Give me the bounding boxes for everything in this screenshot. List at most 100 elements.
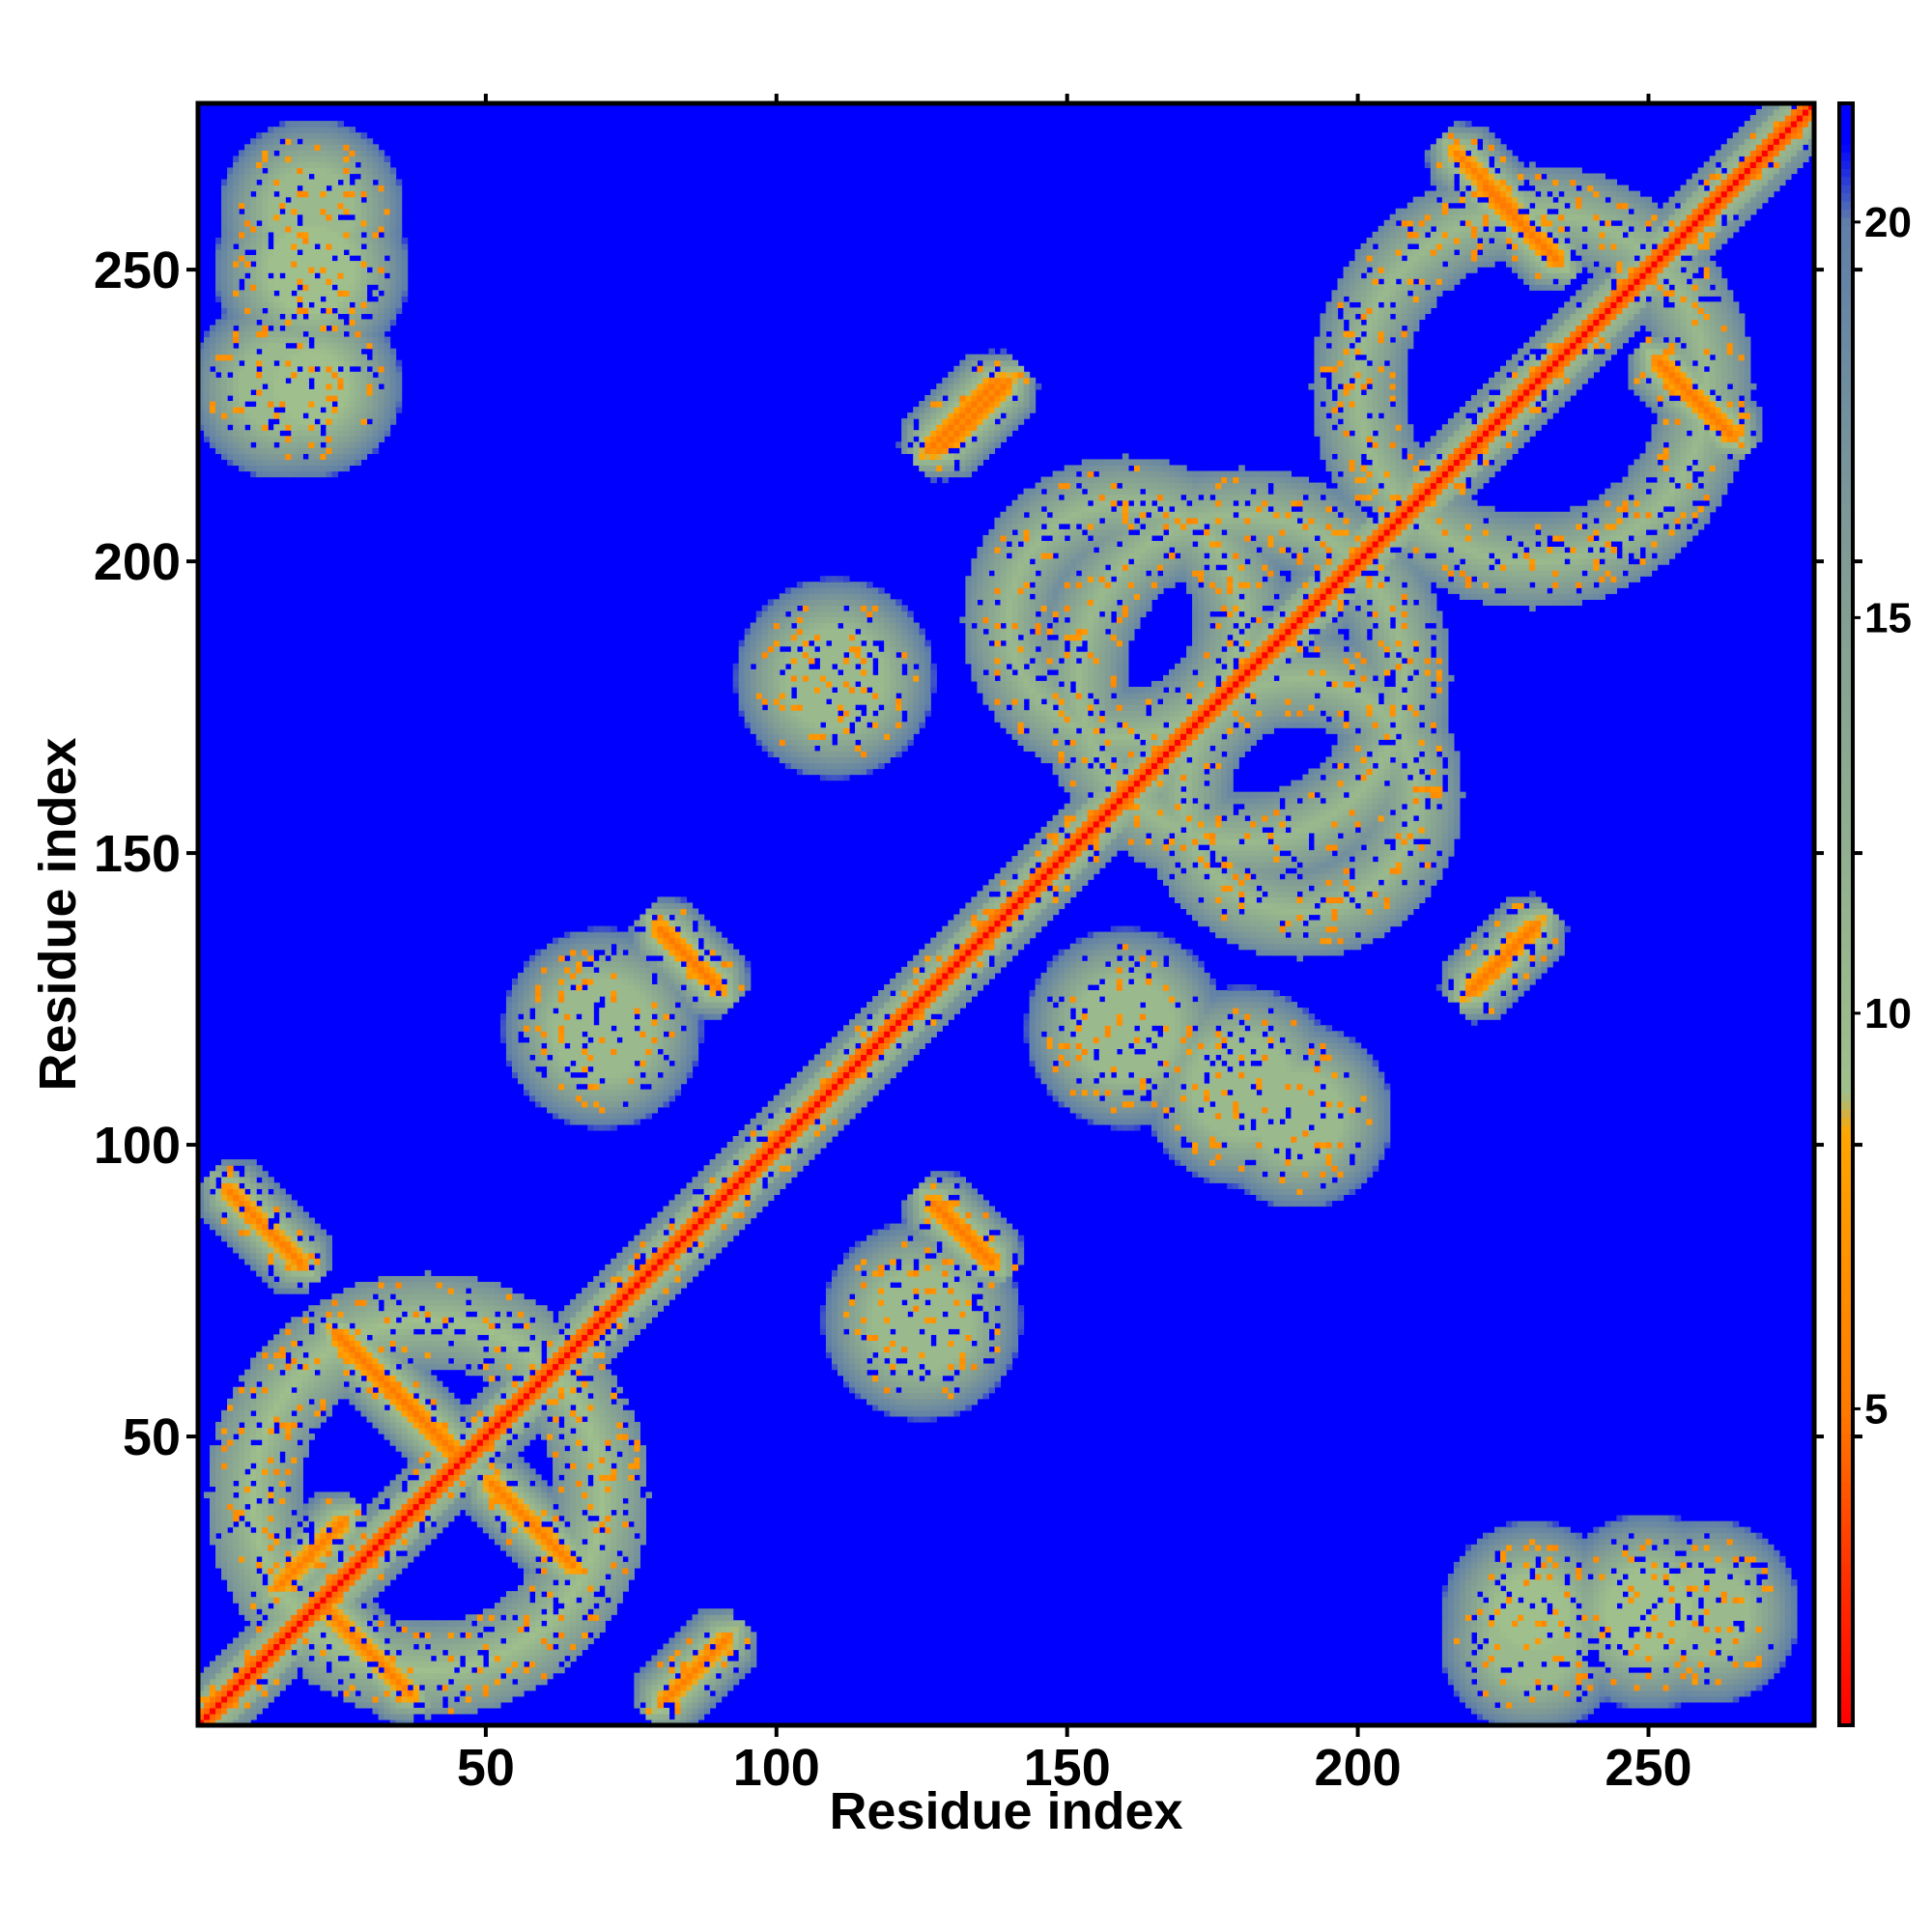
heatmap-cell [244, 1375, 251, 1382]
heatmap-cell [291, 1206, 298, 1213]
heatmap-cell [227, 1171, 234, 1178]
heatmap-cell [204, 436, 211, 442]
heatmap-cell [436, 1520, 443, 1528]
heatmap-cell [273, 313, 280, 321]
heatmap-cell [308, 150, 315, 156]
heatmap-cell [273, 465, 280, 472]
heatmap-cell [488, 1375, 496, 1382]
heatmap-cell [233, 161, 240, 169]
heatmap-cell [331, 1672, 339, 1680]
heatmap-cell [482, 1340, 490, 1348]
heatmap-cell [210, 359, 216, 367]
heatmap-cell [331, 1317, 339, 1323]
heatmap-cell [285, 1561, 292, 1569]
heatmap-cell [326, 1585, 333, 1592]
heatmap-cell [459, 1678, 467, 1686]
heatmap-cell [331, 272, 339, 279]
heatmap-cell [366, 1369, 374, 1377]
heatmap-cell [447, 1445, 455, 1452]
heatmap-cell [244, 1369, 251, 1377]
heatmap-cell [389, 261, 397, 268]
heatmap-cell [355, 242, 362, 250]
heatmap-cell [273, 296, 280, 302]
heatmap-cell [337, 453, 345, 461]
heatmap-cell [395, 237, 403, 244]
heatmap-cell [314, 208, 321, 215]
heatmap-cell [250, 1544, 257, 1551]
heatmap-cell [360, 1555, 368, 1563]
heatmap-cell [297, 336, 303, 344]
heatmap-cell [470, 1643, 478, 1651]
heatmap-cell [239, 407, 245, 413]
heatmap-cell [395, 219, 403, 227]
heatmap-cell [349, 1520, 356, 1528]
heatmap-cell [314, 354, 321, 361]
heatmap-cell [302, 1334, 309, 1341]
heatmap-cell [210, 1182, 216, 1189]
heatmap-cell [285, 388, 292, 396]
heatmap-cell [337, 1567, 345, 1575]
heatmap-cell [355, 1311, 362, 1318]
heatmap-cell [517, 1398, 525, 1406]
heatmap-cell [343, 261, 351, 268]
heatmap-cell [250, 383, 257, 390]
heatmap-cell [268, 255, 274, 262]
heatmap-cell [297, 1515, 303, 1522]
heatmap-cell [302, 348, 309, 355]
heatmap-cell [511, 1515, 519, 1522]
heatmap-cell [418, 1497, 426, 1505]
heatmap-cell [233, 1194, 240, 1202]
heatmap-cell [320, 284, 327, 291]
heatmap-cell [372, 1567, 380, 1575]
heatmap-cell [441, 1457, 449, 1463]
heatmap-cell [372, 1357, 380, 1365]
heatmap-cell [465, 1509, 472, 1517]
heatmap-cell [285, 1591, 292, 1598]
heatmap-cell [302, 278, 309, 285]
heatmap-cell [430, 1486, 438, 1493]
heatmap-cell [366, 319, 374, 327]
heatmap-cell [215, 447, 222, 454]
heatmap-cell [366, 325, 374, 332]
heatmap-cell [360, 1579, 368, 1586]
heatmap-cell [227, 447, 234, 454]
heatmap-cell [349, 231, 356, 239]
heatmap-cell [279, 290, 286, 297]
heatmap-cell [308, 156, 315, 162]
heatmap-cell [326, 225, 333, 233]
heatmap-cell [244, 1532, 251, 1540]
heatmap-cell [273, 1649, 280, 1657]
heatmap-cell [297, 383, 303, 390]
heatmap-cell [424, 1357, 432, 1365]
heatmap-cell [204, 1206, 211, 1213]
heatmap-cell [366, 407, 374, 413]
heatmap-cell [418, 1690, 426, 1697]
heatmap-cell [210, 418, 216, 425]
heatmap-cell [424, 1269, 432, 1277]
heatmap-cell [320, 190, 327, 198]
heatmap-cell [349, 1538, 356, 1546]
heatmap-cell [262, 418, 269, 425]
heatmap-cell [268, 1415, 274, 1423]
heatmap-cell [268, 1573, 274, 1580]
heatmap-cell [395, 202, 403, 210]
heatmap-cell [505, 1445, 513, 1452]
heatmap-cell [273, 388, 280, 396]
heatmap-cell [389, 1532, 397, 1540]
heatmap-cell [349, 261, 356, 268]
heatmap-cell [239, 377, 245, 384]
heatmap-cell [337, 202, 345, 210]
heatmap-cell [389, 388, 397, 396]
heatmap-cell [511, 1048, 519, 1056]
heatmap-cell [488, 1695, 496, 1703]
heatmap-cell [482, 1409, 490, 1417]
heatmap-cell [389, 1719, 397, 1726]
heatmap-cell [279, 167, 286, 175]
heatmap-cell [221, 1707, 228, 1715]
heatmap-cell [291, 1445, 298, 1452]
heatmap-cell [349, 1579, 356, 1586]
heatmap-cell [384, 290, 391, 297]
heatmap-cell [221, 190, 228, 198]
heatmap-cell [372, 202, 380, 210]
heatmap-cell [291, 336, 298, 344]
